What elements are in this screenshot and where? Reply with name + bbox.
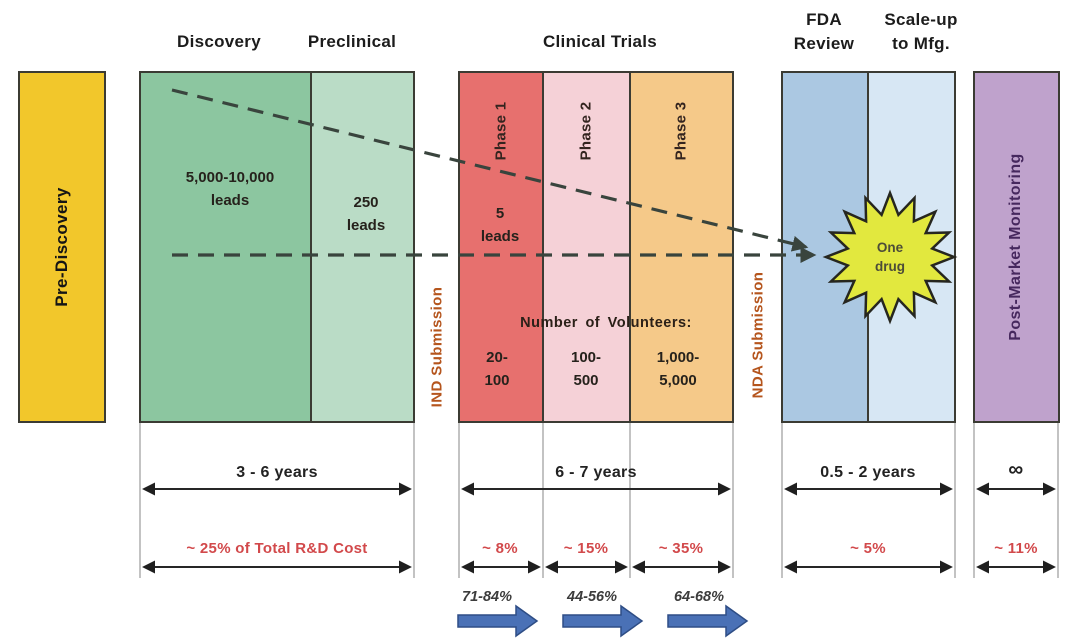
phase2-volunteers-line2: 500 bbox=[573, 372, 599, 389]
duration-clinical: 6 - 7 years bbox=[555, 464, 637, 481]
volunteers-header: Number of Volunteers: bbox=[520, 315, 692, 331]
phase1-volunteers: 20- 100 bbox=[484, 346, 509, 392]
success-rate-phase3: 64-68% bbox=[674, 589, 724, 605]
header-clinical-trials: Clinical Trials bbox=[542, 32, 658, 51]
box-fda-review bbox=[781, 71, 869, 423]
header-preclinical: Preclinical bbox=[307, 32, 397, 51]
phase1-volunteers-line1: 20- bbox=[486, 349, 508, 366]
header-fda-review: FDA Review bbox=[794, 8, 854, 56]
label-phase2: Phase 2 bbox=[577, 101, 595, 161]
label-ind-submission: IND Submission bbox=[428, 286, 446, 408]
cost-phase3: ~ 35% bbox=[658, 540, 704, 557]
phase3-volunteers: 1,000- 5,000 bbox=[657, 346, 700, 392]
label-phase3: Phase 3 bbox=[672, 101, 690, 161]
header-scale-up-line1: Scale-up bbox=[884, 10, 958, 29]
label-nda-submission: NDA Submission bbox=[749, 271, 767, 399]
box-preclinical bbox=[310, 71, 415, 423]
one-drug-line2: drug bbox=[875, 259, 905, 274]
discovery-leads-count: 5,000-10,000 bbox=[185, 169, 275, 186]
box-discovery bbox=[139, 71, 312, 423]
cost-discovery-preclinical: ~ 25% of Total R&D Cost bbox=[186, 540, 368, 557]
cost-post-market: ~ 11% bbox=[994, 540, 1038, 557]
discovery-leads-word: leads bbox=[210, 192, 250, 209]
one-drug-text: One drug bbox=[875, 238, 905, 276]
cost-fda-scaleup: ~ 5% bbox=[850, 540, 886, 557]
phase2-volunteers-line1: 100- bbox=[570, 349, 602, 366]
header-fda-review-line1: FDA bbox=[806, 10, 842, 29]
phase3-volunteers-line2: 5,000 bbox=[659, 372, 697, 389]
phase3-volunteers-line1: 1,000- bbox=[656, 349, 700, 366]
discovery-leads: 5,000-10,000 leads bbox=[186, 166, 274, 212]
one-drug-line1: One bbox=[876, 240, 904, 255]
header-fda-review-line2: Review bbox=[793, 33, 855, 53]
preclinical-leads-word: leads bbox=[346, 217, 386, 234]
phase1-leads-count: 5 bbox=[495, 205, 505, 222]
phase1-leads: 5 leads bbox=[481, 202, 519, 248]
label-phase1: Phase 1 bbox=[492, 101, 510, 161]
box-pre-discovery bbox=[18, 71, 106, 423]
label-pre-discovery: Pre-Discovery bbox=[52, 187, 71, 307]
phase1-leads-word: leads bbox=[480, 228, 520, 245]
header-scale-up-line2: to Mfg. bbox=[892, 33, 950, 53]
success-rate-phase2: 44-56% bbox=[567, 589, 617, 605]
header-scale-up: Scale-up to Mfg. bbox=[884, 8, 957, 56]
preclinical-leads: 250 leads bbox=[347, 191, 385, 237]
cost-phase1: ~ 8% bbox=[482, 540, 518, 557]
success-rate-arrows bbox=[457, 604, 749, 638]
phase2-volunteers: 100- 500 bbox=[571, 346, 601, 392]
header-discovery: Discovery bbox=[177, 32, 261, 51]
cost-phase2: ~ 15% bbox=[563, 540, 609, 557]
success-rate-phase1: 71-84% bbox=[462, 589, 512, 605]
preclinical-leads-count: 250 bbox=[353, 194, 379, 211]
duration-fda-scaleup: 0.5 - 2 years bbox=[820, 464, 916, 481]
duration-post-market-infinity: ∞ bbox=[1008, 458, 1024, 481]
phase1-volunteers-line2: 100 bbox=[484, 372, 510, 389]
box-post-market bbox=[973, 71, 1060, 423]
label-post-market-monitoring: Post-Market Monitoring bbox=[1007, 153, 1024, 341]
duration-discovery-preclinical: 3 - 6 years bbox=[236, 464, 318, 481]
